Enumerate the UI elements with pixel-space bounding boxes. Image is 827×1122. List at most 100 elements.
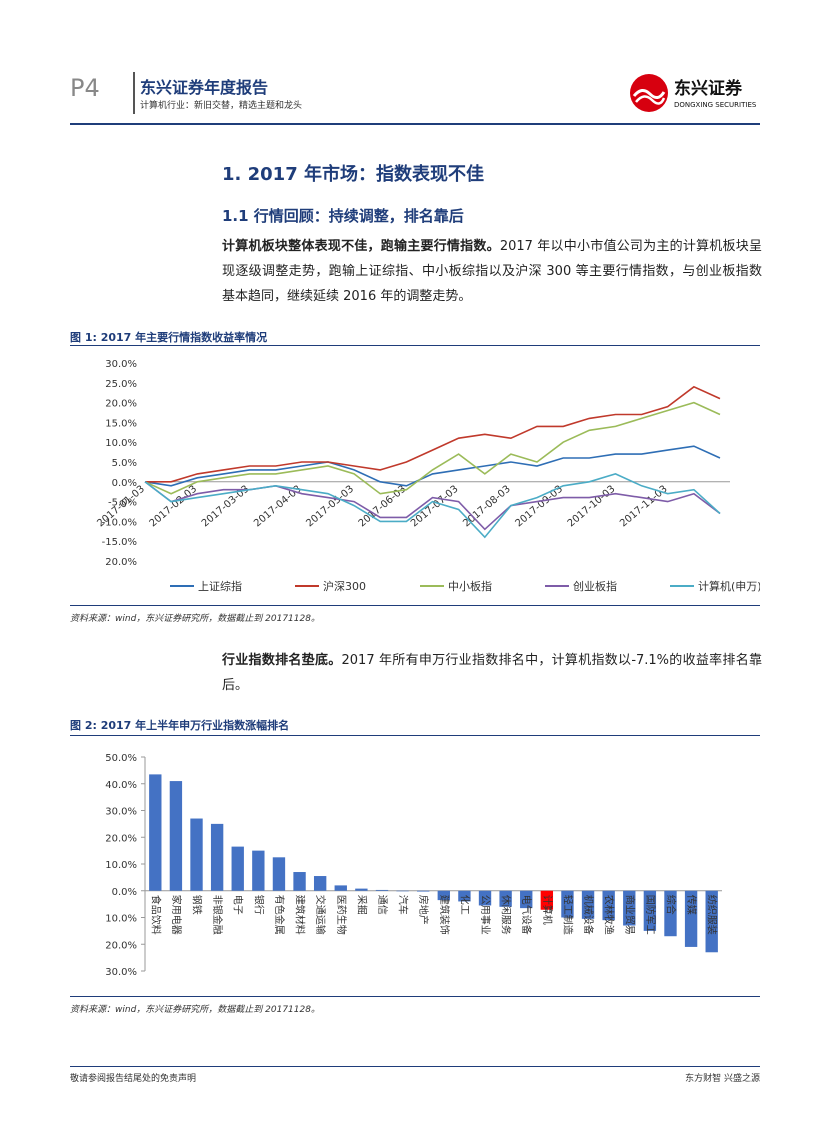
paragraph: 计算机板块整体表现不佳，跑输主要行情指数。2017 年以中小市值公司为主的计算机… <box>222 234 762 309</box>
legend-label: 中小板指 <box>448 579 492 593</box>
x-tick-label: 传媒 <box>685 895 697 915</box>
bar <box>458 890 471 902</box>
header-subtitle: 计算机行业：新旧交替，精选主题和龙头 <box>140 101 303 111</box>
x-tick-label: 交通运输 <box>314 895 327 935</box>
logo-subtext: DONGXING SECURITIES <box>674 101 757 109</box>
bar <box>334 885 347 891</box>
header-title: 东兴证券年度报告 <box>140 78 269 97</box>
y-tick-label: 40.0% <box>105 780 137 791</box>
x-tick-label: 计算机 <box>541 895 554 925</box>
x-tick-label: 公用事业 <box>479 895 492 935</box>
y-tick-label: 20.0% <box>105 833 137 844</box>
section-subheading: 1.1 行情回顾：持续调整，排名靠后 <box>222 207 464 225</box>
series-line <box>144 481 721 531</box>
y-tick-label: 0.0% <box>112 887 137 898</box>
logo-text: 东兴证券 <box>674 78 743 99</box>
bar <box>313 876 327 891</box>
bar <box>149 774 162 891</box>
legend-label: 计算机(申万) <box>698 579 760 593</box>
header-rule <box>70 123 760 125</box>
x-tick-label: 银行 <box>252 895 265 915</box>
x-tick-label: 家用电器 <box>170 895 183 935</box>
bar <box>437 890 450 901</box>
y-tick-label: 30.0% <box>105 807 137 818</box>
x-tick-label: 2017-04-03 <box>252 484 304 530</box>
x-tick-label: 休闲服务 <box>500 895 513 935</box>
y-tick-label: 50.0% <box>105 753 137 764</box>
y-tick-label: 25.0% <box>105 379 137 390</box>
y-tick-label: 10.0% <box>105 914 137 925</box>
figure-rule <box>70 996 760 997</box>
bar <box>520 890 533 909</box>
x-tick-label: 轻工制造 <box>561 895 574 935</box>
header-divider <box>133 72 135 114</box>
bar <box>169 781 183 891</box>
bar <box>252 850 265 891</box>
bar <box>190 818 203 891</box>
y-tick-label: -10.0% <box>102 517 137 528</box>
y-tick-label: -15.0% <box>102 537 137 548</box>
bar <box>417 890 430 892</box>
x-tick-label: 2017-10-03 <box>566 484 618 530</box>
bar <box>643 890 657 931</box>
bar <box>478 890 492 906</box>
series-line <box>145 385 721 483</box>
y-tick-label: 10.0% <box>105 860 137 871</box>
series-line <box>144 445 721 487</box>
legend-label: 沪深300 <box>323 579 366 593</box>
x-tick-label: 房地产 <box>417 895 430 925</box>
x-tick-label: 2017-11-03 <box>618 484 670 530</box>
legend-label: 创业板指 <box>573 579 617 593</box>
x-tick-label: 纺织服装 <box>706 895 719 935</box>
paragraph-lead: 行业指数排名垫底。 <box>222 653 342 668</box>
y-tick-label: 20.0% <box>105 557 137 568</box>
x-tick-label: 商业贸易 <box>623 895 636 935</box>
bar <box>210 823 224 891</box>
x-tick-label: 2017-08-03 <box>461 484 513 530</box>
y-tick-label: 0.0% <box>112 478 137 489</box>
y-tick-label: 10.0% <box>105 438 137 449</box>
x-tick-label: 食品饮料 <box>149 895 162 935</box>
paragraph: 行业指数排名垫底。2017 年所有申万行业指数排名中，计算机指数以-7.1%的收… <box>222 648 762 698</box>
paragraph-text: 2017 年以中小市值公司为主的计算机板块呈现逐级调整走势，跑输上证综指、中小板… <box>222 239 762 304</box>
figure-rule <box>70 735 760 736</box>
series-line <box>144 401 721 495</box>
figure-source: 资料来源：wind，东兴证券研究所，数据截止到 20171128。 <box>70 1005 320 1015</box>
x-tick-label: 2017-09-03 <box>514 484 566 530</box>
x-tick-label: 2017-07-03 <box>409 484 461 530</box>
bar <box>684 890 698 947</box>
figure-rule <box>70 605 760 606</box>
y-tick-label: 20.0% <box>105 940 137 951</box>
line-chart: 30.0% 25.0% 20.0% 15.0% 10.0% 5.0% 0.0% -5.0% -1… <box>95 359 760 593</box>
y-tick-label: 30.0% <box>105 359 137 370</box>
y-tick-label: 20.0% <box>105 399 137 410</box>
bar <box>499 890 512 907</box>
paragraph-lead: 计算机板块整体表现不佳，跑输主要行情指数。 <box>222 239 500 254</box>
legend-label: 上证综指 <box>198 579 242 593</box>
logo-wave <box>635 95 666 105</box>
figure-source: 资料来源：wind，东兴证券研究所，数据截止到 20171128。 <box>70 614 320 624</box>
series-line <box>144 473 721 539</box>
y-tick-label: 30.0% <box>105 967 137 978</box>
y-tick-label: 15.0% <box>105 418 137 429</box>
x-tick-label: 机械设备 <box>582 895 595 935</box>
bar <box>355 888 368 891</box>
bar <box>623 890 636 926</box>
x-tick-label: 钢铁 <box>191 895 204 915</box>
figure-caption: 图 1: 2017 年主要行情指数收益率情况 <box>70 331 268 344</box>
x-tick-label: 电气设备 <box>520 895 533 935</box>
x-tick-label: 农林牧渔 <box>603 895 616 935</box>
x-tick-label: 建筑材料 <box>294 895 307 935</box>
bar <box>375 889 389 891</box>
x-tick-label: 非银金融 <box>211 895 224 935</box>
x-tick-label: 医药生物 <box>335 895 348 935</box>
bar <box>293 872 306 891</box>
figure-rule <box>70 345 760 346</box>
x-tick-label: 国防军工 <box>644 895 657 935</box>
x-tick-label: 通信 <box>376 895 388 915</box>
logo-wave <box>632 89 666 99</box>
bar <box>581 890 595 919</box>
x-tick-label: 有色金属 <box>273 895 286 935</box>
y-tick-label: -5.0% <box>108 498 137 509</box>
